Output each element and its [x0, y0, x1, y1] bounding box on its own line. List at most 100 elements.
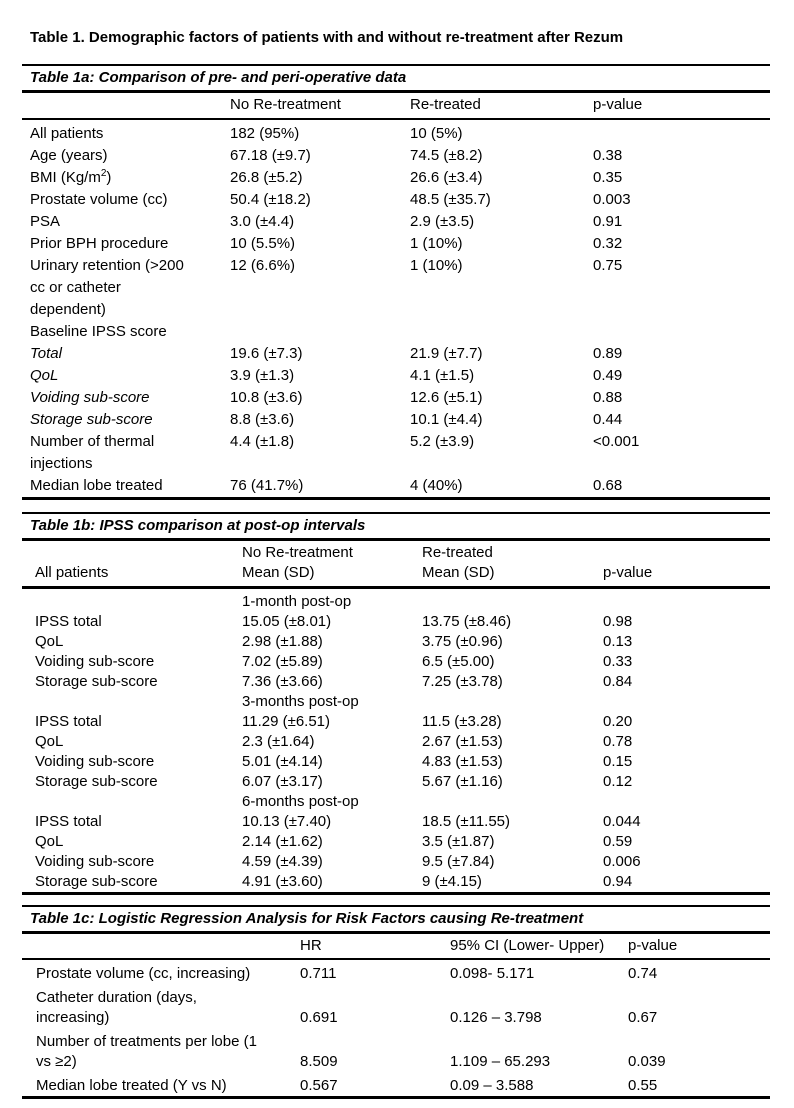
- cell-text: 1-month post-op: [242, 593, 352, 610]
- cell-text: 0.13: [603, 633, 633, 650]
- cell-text: 10.8 (±3.6): [230, 389, 303, 406]
- cell-text: 0.567: [300, 1077, 338, 1094]
- table-row: Median lobe treated 76 (41.7%) 4 (40%) 0.68: [22, 475, 770, 499]
- cell-blank: [603, 692, 770, 712]
- cell-label: Total: [22, 343, 230, 365]
- cell-p-value: 0.49: [593, 365, 770, 387]
- cell-text: 15.05 (±8.01): [242, 613, 332, 630]
- table-1a-title: Table 1a: Comparison of pre- and peri-op…: [22, 64, 770, 93]
- cell-no-retreatment: 4.59 (±4.39): [242, 852, 422, 872]
- cell-line: dependent): [30, 301, 106, 318]
- cell-no-retreatment: 7.36 (±3.66): [242, 672, 422, 692]
- cell-text: 0.32: [593, 235, 623, 252]
- table-row: Catheter duration (days, increasing) 0.691…: [22, 984, 770, 1028]
- table-row: QoL 2.3 (±1.64) 2.67 (±1.53) 0.78: [22, 732, 770, 752]
- cell-retreated: 3.75 (±0.96): [422, 632, 603, 652]
- cell-text: Prostate volume (cc, increasing): [36, 965, 251, 982]
- table-row: Number of treatments per lobe (1 vs ≥2) 8.…: [22, 1028, 770, 1072]
- cell-text: 76 (41.7%): [230, 477, 304, 494]
- cell-retreated: 12.6 (±5.1): [410, 387, 593, 409]
- header-row: HR 95% CI (Lower- Upper) p-value: [22, 934, 770, 960]
- cell-hr: 0.691: [300, 984, 450, 1028]
- cell-retreated: 21.9 (±7.7): [410, 343, 593, 365]
- table-1a-grid: No Re-treatment Re-treated p-value All p…: [22, 93, 770, 500]
- cell-text: 2.14 (±1.62): [242, 833, 323, 850]
- cell-retreated: 4.1 (±1.5): [410, 365, 593, 387]
- cell-label: IPSS total: [22, 612, 242, 632]
- cell-text: 19.6 (±7.3): [230, 345, 303, 362]
- cell-text: 2.3 (±1.64): [242, 733, 315, 750]
- cell-text: QoL: [35, 633, 64, 650]
- cell-text: 7.02 (±5.89): [242, 653, 323, 670]
- table-row: PSA 3.0 (±4.4) 2.9 (±3.5) 0.91: [22, 211, 770, 233]
- cell-blank: [22, 692, 242, 712]
- cell-label: Storage sub-score: [22, 872, 242, 894]
- cell-p-value: 0.75: [593, 255, 770, 321]
- cell-line: Urinary retention (>200: [30, 257, 184, 274]
- cell-no-retreatment: 10 (5.5%): [230, 233, 410, 255]
- cell-text: 67.18 (±9.7): [230, 147, 311, 164]
- cell-retreated: 48.5 (±35.7): [410, 189, 593, 211]
- column-header-mean-sd: Mean (SD): [242, 563, 422, 589]
- cell-retreated: 18.5 (±11.55): [422, 812, 603, 832]
- cell-label: Voiding sub-score: [22, 652, 242, 672]
- cell-text: 7.36 (±3.66): [242, 673, 323, 690]
- cell-text: 9 (±4.15): [422, 873, 482, 890]
- cell-no-retreatment: 26.8 (±5.2): [230, 167, 410, 189]
- cell-p-value: 0.88: [593, 387, 770, 409]
- cell-p-value: 0.20: [603, 712, 770, 732]
- table-row: Prostate volume (cc) 50.4 (±18.2) 48.5 (±3…: [22, 189, 770, 211]
- cell-p-value: 0.84: [603, 672, 770, 692]
- cell-no-retreatment: 4.4 (±1.8): [230, 431, 410, 475]
- cell-retreated: [410, 321, 593, 343]
- cell-text: QoL: [35, 733, 64, 750]
- cell-no-retreatment: 15.05 (±8.01): [242, 612, 422, 632]
- cell-text: 10.13 (±7.40): [242, 813, 332, 830]
- cell-text: 0.15: [603, 753, 633, 770]
- cell-text: 3.5 (±1.87): [422, 833, 495, 850]
- table-1a: Table 1a: Comparison of pre- and peri-op…: [22, 64, 770, 500]
- cell-label: IPSS total: [22, 712, 242, 732]
- cell-text: 182 (95%): [230, 125, 300, 142]
- cell-no-retreatment: 76 (41.7%): [230, 475, 410, 499]
- cell-label: QoL: [22, 732, 242, 752]
- cell-no-retreatment: 19.6 (±7.3): [230, 343, 410, 365]
- cell-label: Storage sub-score: [22, 409, 230, 431]
- cell-retreated: 1 (10%): [410, 255, 593, 321]
- section-label: 3-months post-op: [242, 692, 422, 712]
- cell-label: Storage sub-score: [22, 672, 242, 692]
- cell-p-value: 0.98: [603, 612, 770, 632]
- cell-text: 12.6 (±5.1): [410, 389, 483, 406]
- cell-no-retreatment: 11.29 (±6.51): [242, 712, 422, 732]
- cell-text: Age (years): [30, 147, 108, 164]
- cell-ci: 0.09 – 3.588: [450, 1072, 628, 1098]
- cell-line: cc or catheter: [30, 279, 121, 296]
- cell-label: Median lobe treated (Y vs N): [22, 1072, 300, 1098]
- cell-text: 0.098- 5.171: [450, 965, 535, 982]
- cell-label: All patients: [22, 119, 230, 145]
- cell-text: 4.4 (±1.8): [230, 433, 295, 450]
- table-row: Voiding sub-score 10.8 (±3.6) 12.6 (±5.1) 0…: [22, 387, 770, 409]
- cell-label: Number of thermal injections: [22, 431, 230, 475]
- cell-label: PSA: [22, 211, 230, 233]
- cell-text: 10.1 (±4.4): [410, 411, 483, 428]
- table-row: Number of thermal injections 4.4 (±1.8) 5.2…: [22, 431, 770, 475]
- column-header-hr: HR: [300, 934, 450, 960]
- cell-hr: 8.509: [300, 1028, 450, 1072]
- table-row: Urinary retention (>200 cc or catheter dep…: [22, 255, 770, 321]
- column-header-ci: 95% CI (Lower- Upper): [450, 934, 628, 960]
- cell-text: 0.12: [603, 773, 633, 790]
- page-title: Table 1. Demographic factors of patients…: [30, 29, 624, 46]
- cell-text: 0.711: [300, 965, 337, 982]
- column-header-all-patients: All patients: [22, 563, 242, 589]
- cell-text: 6-months post-op: [242, 793, 359, 810]
- cell-ci: 0.126 – 3.798: [450, 984, 628, 1028]
- cell-text: 0.49: [593, 367, 623, 384]
- cell-p-value: 0.15: [603, 752, 770, 772]
- cell-blank: [22, 792, 242, 812]
- cell-retreated: 2.9 (±3.5): [410, 211, 593, 233]
- column-header-p-value: p-value: [628, 934, 770, 960]
- cell-label: Prior BPH procedure: [22, 233, 230, 255]
- table-row: Voiding sub-score 7.02 (±5.89) 6.5 (±5.00)…: [22, 652, 770, 672]
- cell-retreated: 9.5 (±7.84): [422, 852, 603, 872]
